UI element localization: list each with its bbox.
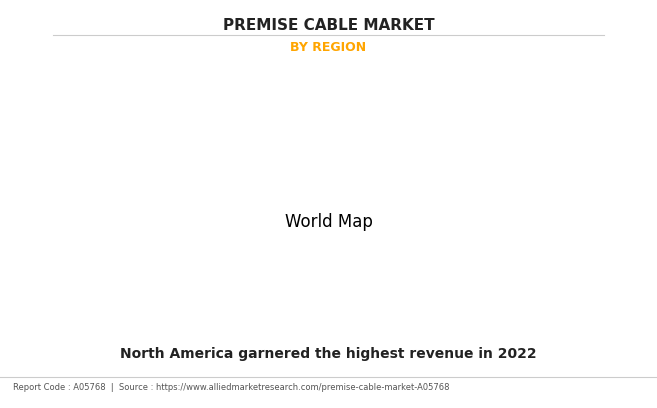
Text: PREMISE CABLE MARKET: PREMISE CABLE MARKET [223, 18, 434, 33]
Text: BY REGION: BY REGION [290, 41, 367, 54]
Text: North America garnered the highest revenue in 2022: North America garnered the highest reven… [120, 347, 537, 361]
Text: Report Code : A05768  |  Source : https://www.alliedmarketresearch.com/premise-c: Report Code : A05768 | Source : https://… [13, 383, 449, 392]
Text: World Map: World Map [284, 213, 373, 231]
